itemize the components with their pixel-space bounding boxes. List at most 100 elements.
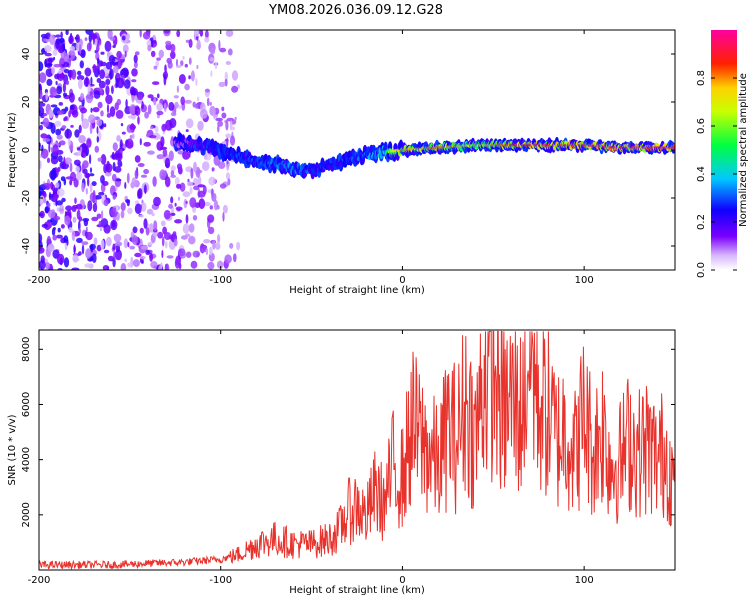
spectrogram-noise-mark: [184, 63, 188, 68]
spectrogram-noise-mark: [188, 38, 193, 48]
spectrogram-x-ticks: -200 -100 0 100: [28, 30, 594, 286]
spectrogram-noise-mark: [170, 196, 174, 204]
spectrogram-noise-mark: [76, 75, 85, 81]
spectrogram-noise-mark: [211, 192, 217, 202]
spectrogram-noise-mark: [47, 221, 53, 229]
spectrogram-noise-mark: [114, 249, 122, 261]
spectrogram-noise-mark: [134, 155, 141, 163]
spectrogram-noise-mark: [207, 261, 215, 270]
spectrogram-noise-mark: [168, 101, 175, 111]
spectrogram-noise-mark: [81, 244, 85, 255]
spectrogram-noise-mark: [204, 37, 210, 43]
spectrogram-noise-mark: [163, 74, 167, 86]
spectrogram-noise-mark: [139, 255, 146, 260]
spectrogram-noise-mark: [80, 107, 87, 114]
spectrogram-noise-mark: [170, 112, 177, 117]
spectrogram-noise-mark: [88, 114, 96, 124]
spectrogram-noise-mark: [41, 223, 49, 228]
spectrogram-noise-mark: [190, 70, 195, 82]
spectrogram-noise-mark: [184, 233, 191, 237]
spectrogram-noise-mark: [160, 220, 166, 227]
spectrogram-noise-mark: [196, 39, 201, 50]
spectrogram-noise-mark: [40, 148, 49, 159]
spectrogram-noise-mark: [71, 69, 77, 80]
spectrogram-noise-mark: [101, 210, 104, 221]
spectrogram-noise-mark: [39, 233, 43, 244]
x-tick-label: 100: [575, 275, 594, 286]
spectrogram-noise-mark: [234, 116, 237, 121]
spectrogram-noise-mark: [153, 220, 158, 232]
spectrogram-noise-mark: [170, 170, 175, 177]
spectrogram-noise-mark: [105, 78, 111, 86]
spectrogram-noise-mark: [56, 85, 63, 95]
spectrogram-noise-mark: [116, 135, 121, 142]
spectrogram-noise-mark: [169, 118, 177, 128]
spectrogram-noise-mark: [134, 51, 140, 56]
spectrogram-noise-mark: [188, 223, 195, 233]
spectrogram-noise-mark: [143, 168, 150, 175]
spectrogram-noise-mark: [59, 140, 66, 146]
spectrogram-noise-mark: [209, 246, 213, 256]
spectrogram-noise-mark: [206, 97, 210, 107]
spectrogram-noise-mark: [67, 138, 71, 146]
spectrogram-noise-mark: [192, 101, 196, 108]
spectrogram-noise-mark: [105, 94, 113, 105]
spectrogram-noise-mark: [142, 31, 151, 40]
spectrogram-noise-mark: [98, 220, 102, 227]
spectrogram-noise-mark: [149, 223, 154, 233]
spectrogram-noise-mark: [156, 110, 164, 116]
spectrogram-noise-mark: [163, 232, 172, 240]
spectrogram-noise-mark: [173, 95, 179, 99]
spectrogram-noise-mark: [113, 233, 122, 243]
spectrogram-noise-mark: [94, 195, 102, 200]
spectrogram-noise-mark: [75, 172, 83, 181]
spectrogram-noise-mark: [39, 72, 47, 84]
spectrogram-noise-mark: [100, 51, 105, 55]
spectrogram-noise-mark: [209, 57, 215, 62]
spectrogram-noise-mark: [236, 241, 241, 251]
spectrogram-noise-mark: [221, 112, 227, 119]
spectrogram-noise-mark: [39, 83, 42, 92]
spectrogram-noise-mark: [45, 262, 51, 270]
spectrogram-noise-mark: [174, 219, 183, 224]
spectrogram-noise-mark: [231, 126, 236, 131]
spectrogram-noise-mark: [184, 83, 190, 91]
spectrogram-noise-mark: [39, 210, 45, 219]
spectrogram-noise-mark: [39, 160, 42, 170]
spectrogram-noise-mark: [76, 237, 83, 243]
spectrogram-noise-mark: [213, 109, 216, 120]
spectrogram-noise-mark: [85, 76, 89, 87]
spectrogram-noise-mark: [155, 60, 159, 68]
spectrogram-noise-mark: [152, 81, 160, 85]
snr-x-label: Height of straight line (km): [289, 585, 425, 596]
spectrogram-noise-mark: [109, 106, 116, 117]
y-tick-label: -20: [21, 190, 32, 206]
spectrogram-noise-mark: [90, 76, 93, 86]
spectrogram-noise-mark: [156, 103, 164, 111]
spectrogram-noise-mark: [156, 154, 165, 160]
spectrogram-noise-mark: [94, 38, 98, 46]
spectrogram-noise-mark: [43, 197, 47, 204]
spectrogram-noise-mark: [53, 215, 61, 221]
spectrogram-noise-mark: [112, 45, 116, 48]
spectrogram-noise-mark: [100, 110, 104, 117]
spectrogram-noise-mark: [185, 251, 192, 258]
spectrogram-noise-mark: [52, 49, 58, 56]
spectrogram-noise-mark: [92, 253, 97, 263]
spectrogram-noise-mark: [168, 150, 174, 162]
spectrogram-noise-mark: [110, 207, 118, 218]
spectrogram-noise-mark: [39, 259, 46, 270]
spectrogram-noise-mark: [193, 161, 197, 173]
spectrogram-noise-mark: [176, 163, 183, 170]
spectrogram-noise-mark: [50, 122, 53, 128]
spectrogram-noise-mark: [210, 70, 213, 77]
spectrogram-noise-mark: [60, 176, 66, 182]
spectrogram-noise-mark: [115, 178, 122, 182]
spectrogram-noise-mark: [63, 69, 70, 74]
spectrogram-noise-mark: [174, 258, 181, 269]
spectrogram-noise-mark: [84, 37, 88, 41]
spectrogram-noise-mark: [52, 234, 57, 241]
spectrogram-noise-mark: [226, 160, 229, 165]
spectrogram-noise-mark: [161, 123, 167, 132]
